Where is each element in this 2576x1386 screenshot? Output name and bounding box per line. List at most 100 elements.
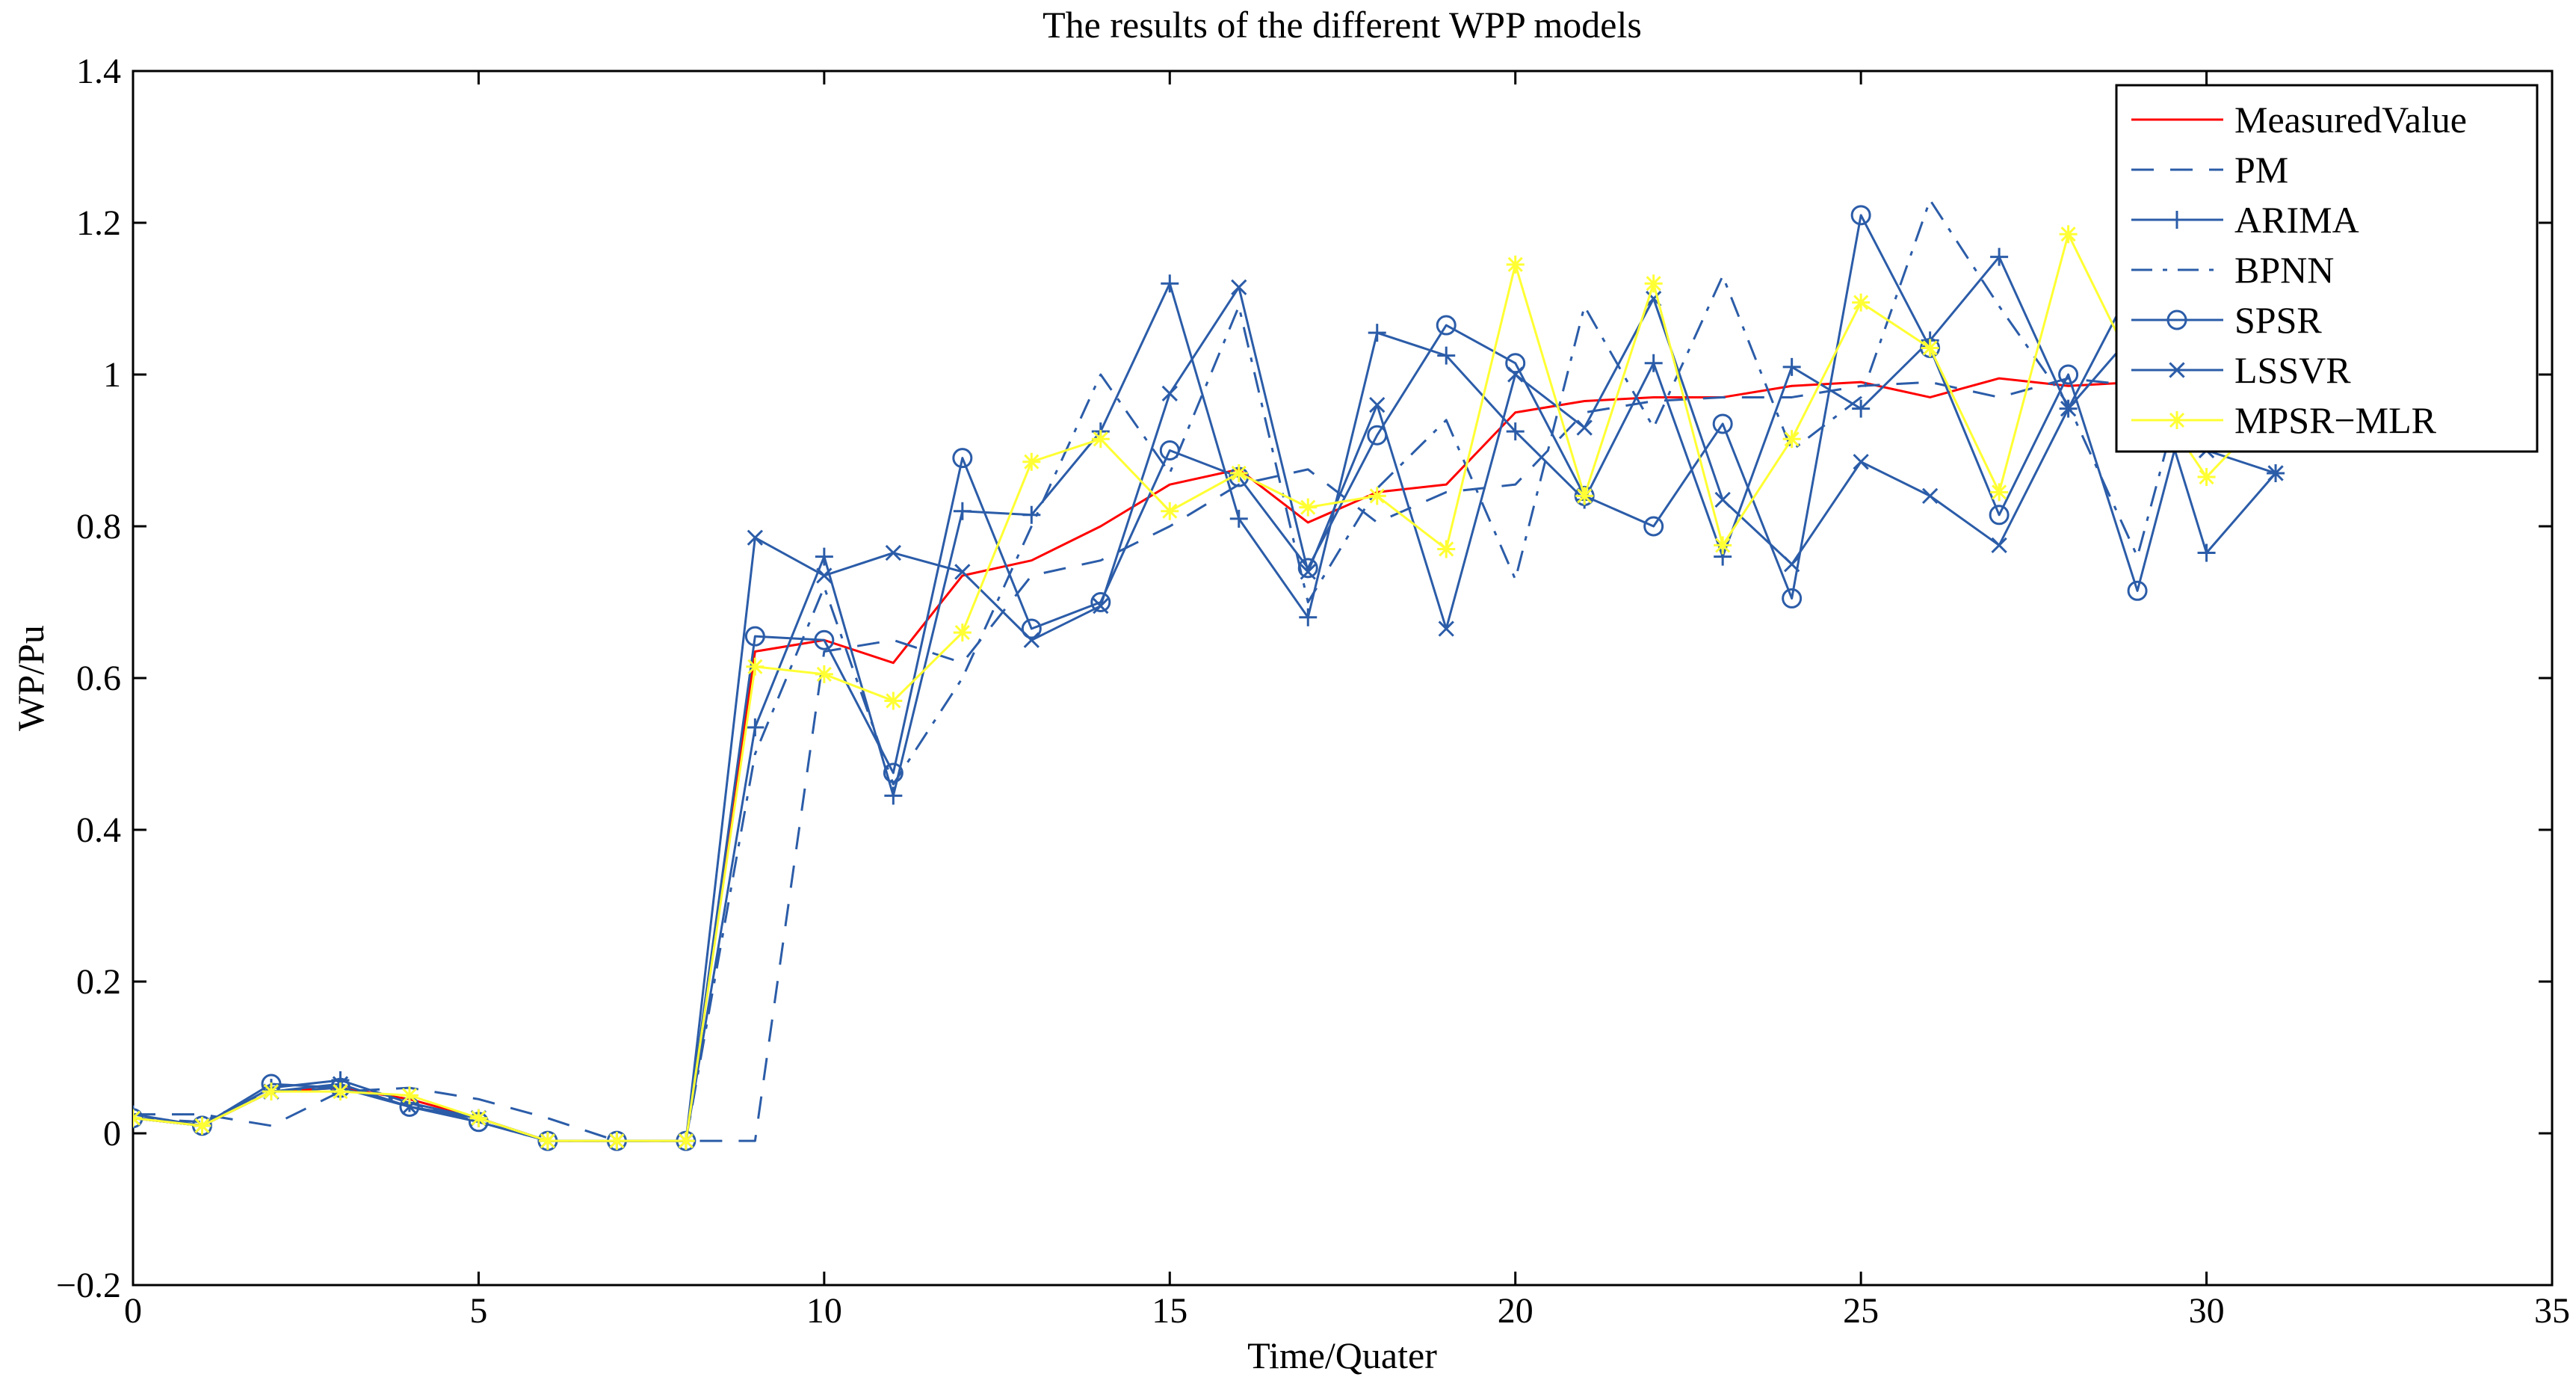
data-point (2197, 468, 2216, 487)
data-point (1991, 537, 2007, 554)
data-point (1022, 452, 1041, 471)
series-6 (133, 225, 2285, 1151)
x-tick-label: 5 (469, 1291, 487, 1331)
data-point (883, 763, 904, 783)
data-point (816, 567, 833, 584)
data-point (1921, 339, 1939, 357)
data-point (1575, 487, 1594, 505)
legend-marker (2166, 309, 2187, 330)
data-point (744, 626, 765, 647)
data-point (1021, 618, 1042, 639)
y-tick-label: 0.2 (76, 962, 121, 1002)
data-point (1438, 620, 1454, 637)
legend-box (2115, 84, 2539, 453)
x-tick-label: 35 (2534, 1291, 2570, 1331)
data-point (400, 1086, 418, 1105)
data-point (1090, 592, 1111, 612)
data-point (1853, 454, 1869, 470)
data-point (1437, 346, 1456, 365)
data-point (1714, 491, 1731, 508)
y-tick-label: 1 (103, 355, 121, 395)
data-point (262, 1082, 280, 1101)
data-point (133, 1105, 142, 1124)
x-axis-ticks: 0 5 10 15 20 25 30 35 (124, 71, 2570, 1331)
legend-label: BPNN (2234, 249, 2334, 291)
data-point (1161, 502, 1179, 520)
data-point (676, 1132, 695, 1151)
data-point (953, 623, 972, 642)
y-axis-label: WP/Pu (10, 625, 52, 731)
data-point (1297, 558, 1318, 579)
data-point (1990, 247, 2009, 266)
data-point (1161, 274, 1179, 293)
series-line (133, 232, 2277, 1142)
x-tick-label: 20 (1498, 1291, 1533, 1331)
data-point (1506, 422, 1525, 441)
x-tick-label: 25 (1843, 1291, 1879, 1331)
data-point (1782, 430, 1801, 449)
data-point (1161, 385, 1178, 402)
data-point (814, 629, 835, 650)
x-axis-label: Time/Quater (1247, 1334, 1437, 1376)
legend: MeasuredValue PM ARIMA BPNN SPSR LSSVR MPSR−ML… (2115, 84, 2539, 453)
data-point (1299, 498, 1318, 517)
series-layer (133, 199, 2286, 1151)
legend-label: ARIMA (2234, 199, 2359, 241)
data-point (954, 564, 971, 580)
x-tick-label: 15 (1152, 1291, 1187, 1331)
data-point (1507, 366, 1524, 383)
data-point (538, 1132, 557, 1151)
data-point (1159, 440, 1180, 461)
series-line (133, 214, 2277, 1142)
y-tick-label: 0.6 (76, 659, 121, 698)
data-point (1300, 564, 1316, 580)
data-point (1643, 516, 1664, 537)
data-point (885, 544, 902, 561)
data-point (1850, 205, 1871, 226)
data-point (884, 786, 903, 805)
legend-label: PM (2234, 149, 2288, 191)
y-tick-label: 1.4 (76, 52, 121, 91)
series-line (133, 377, 2276, 1142)
series-line (133, 199, 2277, 1142)
data-point (1783, 556, 1800, 573)
data-point (2058, 364, 2079, 385)
data-point (746, 657, 765, 676)
data-point (1644, 274, 1663, 293)
data-point (1852, 293, 1871, 312)
legend-label: MPSR−MLR (2234, 399, 2437, 441)
data-point (1990, 483, 2009, 502)
data-point (1023, 632, 1040, 648)
data-point (1782, 357, 1801, 376)
legend-label: LSSVR (2234, 349, 2351, 391)
data-point (1368, 487, 1386, 505)
data-point (1229, 509, 1248, 528)
y-tick-label: 0 (103, 1114, 121, 1154)
data-point (1576, 419, 1593, 436)
data-point (815, 665, 833, 683)
legend-label: MeasuredValue (2234, 99, 2467, 141)
data-point (2127, 580, 2148, 601)
data-point (1231, 279, 1247, 295)
data-point (1437, 540, 1456, 558)
data-point (2060, 401, 2077, 417)
data-point (815, 547, 833, 566)
data-point (747, 529, 764, 546)
data-point (2267, 465, 2284, 481)
y-tick-label: 0.8 (76, 507, 121, 546)
data-point (133, 1109, 142, 1127)
data-point (1091, 430, 1110, 449)
x-tick-label: 10 (806, 1291, 842, 1331)
data-point (1299, 608, 1318, 626)
legend-marker (2168, 211, 2186, 229)
data-point (952, 448, 973, 469)
data-point (884, 692, 903, 710)
data-point (1093, 597, 1109, 615)
x-tick-label: 0 (124, 1291, 142, 1331)
data-point (1921, 487, 1939, 505)
legend-marker (2168, 411, 2186, 429)
x-tick-label: 30 (2189, 1291, 2225, 1331)
data-point (2197, 543, 2216, 562)
data-point (469, 1109, 488, 1127)
data-point (1782, 588, 1803, 609)
